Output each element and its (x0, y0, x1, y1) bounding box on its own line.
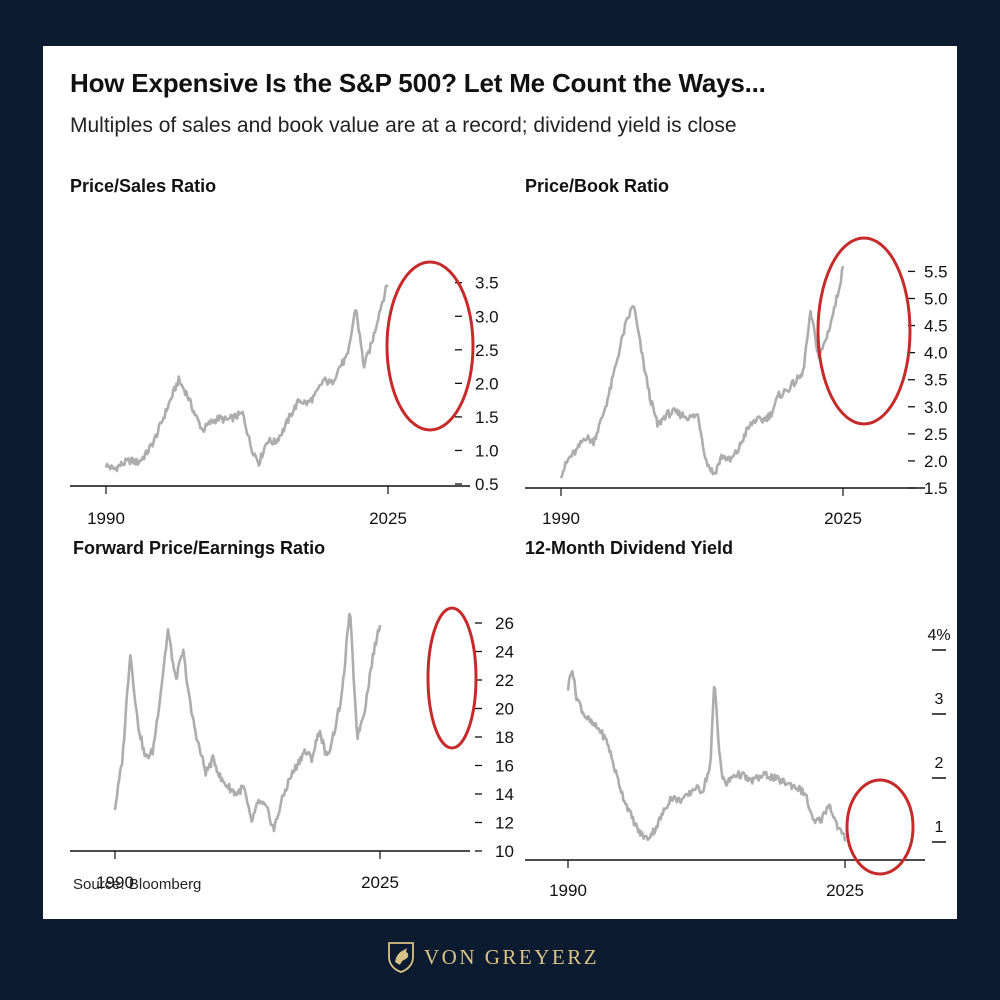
x-tick-label: 2025 (824, 509, 862, 528)
y-tick-label: 16 (495, 757, 514, 776)
y-tick-label: 1.5 (924, 479, 948, 498)
source-note: Source: Bloomberg (73, 876, 202, 893)
y-tick-label: 4.0 (924, 344, 948, 363)
y-tick-label: 10 (495, 842, 514, 861)
chart-card: How Expensive Is the S&P 500? Let Me Cou… (43, 46, 957, 919)
brand-name: VON GREYERZ (424, 944, 600, 969)
highlight-circle (816, 236, 912, 426)
highlight-circle (845, 778, 915, 876)
highlight-circle (426, 606, 478, 750)
y-tick-label: 1.0 (475, 441, 499, 460)
chart-title-price-sales: Price/Sales Ratio (70, 176, 217, 196)
series-line (104, 283, 389, 473)
y-tick-label: 22 (495, 671, 514, 690)
y-tick-label: 20 (495, 700, 514, 719)
y-tick-label: 18 (495, 728, 514, 747)
y-tick-label: 3.5 (475, 274, 499, 293)
y-tick-label: 1 (935, 819, 944, 836)
y-tick-label: 4.5 (924, 317, 948, 336)
y-tick-label: 2.0 (924, 452, 948, 471)
highlight-circle (385, 260, 475, 432)
x-tick-label: 2025 (826, 881, 864, 900)
x-tick-label: 2025 (369, 509, 407, 528)
chart-dividend-yield: 1990 2025 1 2 3 4% (525, 627, 951, 900)
page-title: How Expensive Is the S&P 500? Let Me Cou… (70, 68, 766, 98)
y-tick-label: 3.5 (924, 371, 948, 390)
series-line (113, 612, 382, 833)
y-tick-label: 3.0 (475, 307, 499, 326)
y-tick-label: 5.0 (924, 289, 948, 308)
y-tick-label: 2.5 (924, 425, 948, 444)
y-tick-label: 2 (935, 755, 944, 772)
series-line (566, 669, 847, 842)
x-tick-label: 1990 (87, 509, 125, 528)
x-tick-label: 1990 (96, 873, 134, 892)
y-tick-label: 4% (927, 627, 950, 644)
x-tick-label: 1990 (549, 881, 587, 900)
x-tick-label: 2025 (361, 873, 399, 892)
y-tick-label: 2.0 (475, 374, 499, 393)
chart-title-forward-pe: Forward Price/Earnings Ratio (73, 538, 326, 558)
y-tick-label: 1.5 (475, 408, 499, 427)
griffin-shield-icon (388, 942, 414, 973)
y-tick-label: 3 (935, 691, 944, 708)
chart-price-sales: 1990 2025 0.5 1.0 1.5 2.0 2.5 3.0 3.5 (70, 260, 499, 528)
page-subtitle: Multiples of sales and book value are at… (70, 114, 737, 137)
y-tick-label: 2.5 (475, 341, 499, 360)
y-tick-label: 24 (495, 643, 514, 662)
y-tick-label: 26 (495, 614, 514, 633)
chart-title-price-book: Price/Book Ratio (525, 176, 670, 196)
y-tick-label: 12 (495, 814, 514, 833)
y-tick-label: 14 (495, 785, 514, 804)
chart-forward-pe: 1990 2025 10 12 14 16 18 20 22 24 26 (70, 606, 514, 892)
brand-logo: VON GREYERZ (386, 940, 599, 974)
chart-price-book: 1990 2025 1.5 2.0 2.5 3.0 3.5 4.0 4.5 5.0 5.5 (525, 236, 948, 528)
y-tick-label: 0.5 (475, 475, 499, 494)
y-tick-label: 3.0 (924, 398, 948, 417)
x-tick-label: 1990 (542, 509, 580, 528)
series-line (559, 265, 845, 479)
chart-title-dividend-yield: 12-Month Dividend Yield (525, 538, 734, 558)
y-tick-label: 5.5 (924, 262, 948, 281)
